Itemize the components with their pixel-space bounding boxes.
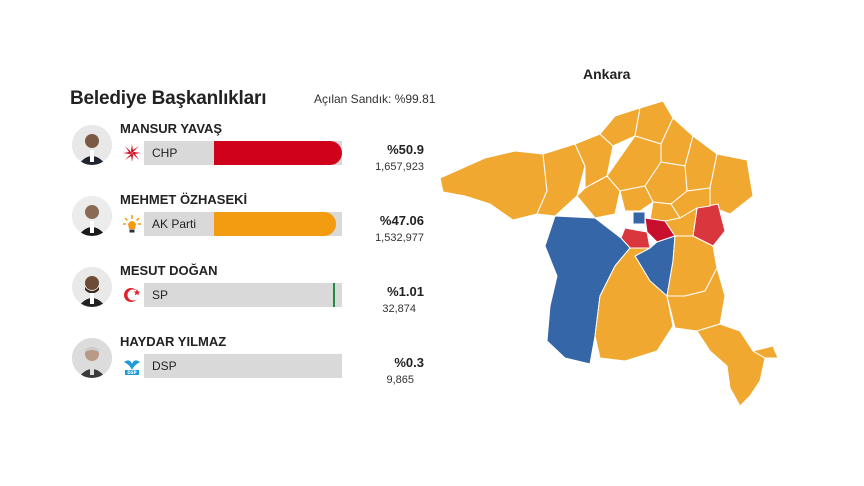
district[interactable]	[696, 323, 766, 407]
ankara-district-map[interactable]	[435, 96, 780, 411]
party-name: SP	[152, 288, 169, 302]
district[interactable]	[544, 215, 631, 365]
vote-count: 32,874	[382, 303, 416, 315]
district[interactable]	[619, 185, 654, 212]
party-name: AK Parti	[152, 217, 197, 231]
ak-parti-logo-icon	[120, 212, 144, 236]
vote-count: 9,865	[386, 374, 414, 386]
vote-bar-fill	[333, 283, 335, 307]
candidate-row[interactable]: MESUT DOĞAN SP %1.01 32,874	[70, 263, 450, 315]
avatar	[72, 267, 112, 307]
district[interactable]	[632, 211, 646, 225]
candidate-name: MESUT DOĞAN	[120, 263, 218, 278]
candidate-row[interactable]: MEHMET ÖZHASEKİ AK Parti %47.06 1,532,97…	[70, 192, 450, 244]
vote-bar: DSP DSP	[120, 354, 342, 378]
candidate-name: MANSUR YAVAŞ	[120, 121, 223, 136]
avatar	[72, 125, 112, 165]
map-title: Ankara	[583, 66, 631, 82]
sp-logo-icon	[120, 283, 144, 307]
district[interactable]	[594, 247, 674, 362]
candidate-row[interactable]: MANSUR YAVAŞ CHP %50.9 1,657,923	[70, 121, 450, 173]
vote-percent: %50.9	[387, 142, 424, 157]
candidate-row[interactable]: HAYDAR YILMAZ DSP DSP %0.3 9,865	[70, 334, 450, 386]
vote-count: 1,532,977	[375, 232, 424, 244]
party-name: DSP	[152, 359, 177, 373]
vote-bar: SP	[120, 283, 342, 307]
dsp-logo-icon: DSP	[120, 354, 144, 378]
section-title: Belediye Başkanlıkları	[70, 88, 267, 109]
svg-text:DSP: DSP	[127, 370, 136, 375]
vote-count: 1,657,923	[375, 161, 424, 173]
vote-percent: %0.3	[394, 355, 424, 370]
party-name: CHP	[152, 146, 178, 160]
vote-percent: %47.06	[379, 213, 424, 228]
vote-bar-fill	[214, 212, 336, 236]
vote-bar-fill	[214, 141, 342, 165]
vote-bar: AK Parti	[120, 212, 342, 236]
chp-logo-icon	[120, 141, 144, 165]
opened-ballots: Açılan Sandık: %99.81	[314, 92, 436, 106]
district[interactable]	[439, 150, 548, 221]
avatar	[72, 338, 112, 378]
candidate-name: HAYDAR YILMAZ	[120, 334, 227, 349]
vote-percent: %1.01	[387, 284, 424, 299]
district[interactable]	[752, 345, 779, 359]
vote-bar: CHP	[120, 141, 342, 165]
candidate-name: MEHMET ÖZHASEKİ	[120, 192, 248, 207]
avatar	[72, 196, 112, 236]
